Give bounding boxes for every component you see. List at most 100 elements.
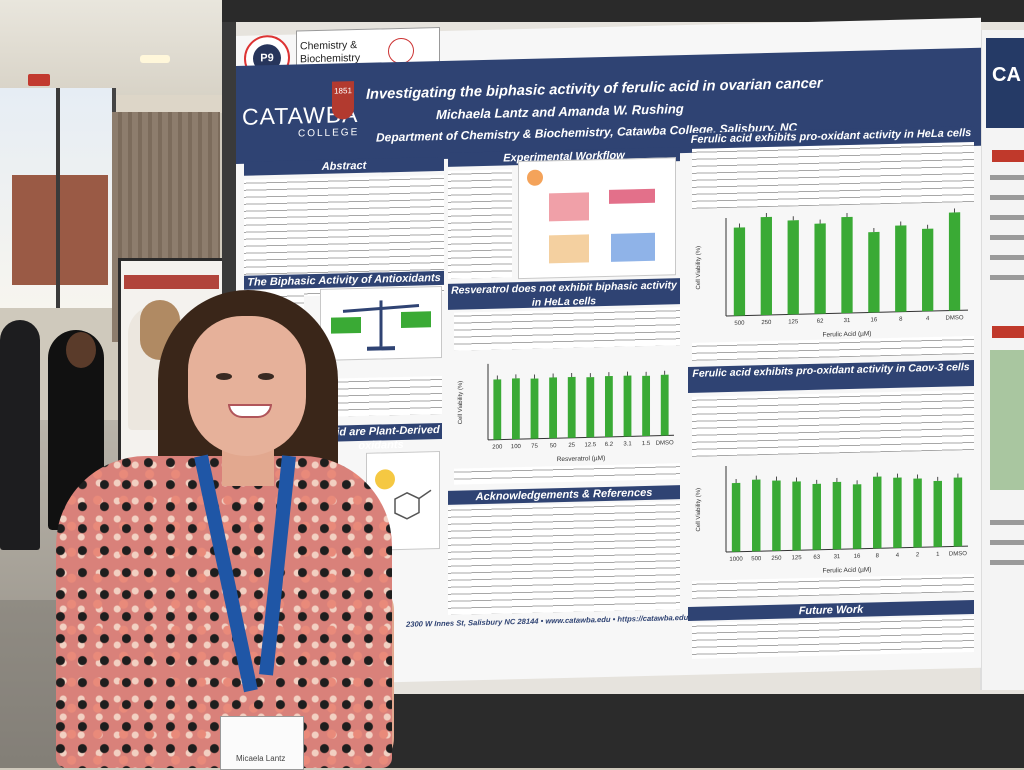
workflow-text — [448, 169, 512, 279]
x-tick-label: 31 — [834, 554, 841, 560]
x-tick-label: 250 — [761, 320, 772, 326]
poster-authors: Michaela Lantz and Amanda W. Rushing — [436, 101, 684, 123]
chart-bar — [792, 481, 801, 551]
resveratrol-text — [454, 307, 680, 351]
x-tick-label: 1000 — [729, 557, 743, 563]
y-axis-label: Cell Viability (%) — [696, 246, 702, 290]
y-axis-label: Cell Viability (%) — [696, 488, 702, 532]
chart-bar — [893, 477, 902, 548]
chart-bar — [841, 216, 853, 314]
chart-bar — [660, 374, 669, 436]
x-tick-label: 500 — [751, 556, 762, 562]
ferulic-acid-structure-icon — [375, 469, 432, 520]
chart-bar — [493, 379, 502, 440]
x-tick-label: 2 — [916, 552, 920, 558]
molecule-diagram — [366, 451, 440, 551]
chart-bar — [895, 225, 907, 312]
chart-bar — [953, 477, 963, 547]
presenter-face — [188, 316, 306, 456]
chart-bar — [832, 481, 842, 550]
neighbor-poster-map — [990, 350, 1024, 490]
chart-bar — [752, 479, 761, 552]
brick-building — [12, 175, 108, 285]
research-poster: P9 Chemistry & Biochemistry CATAWBA COLL… — [236, 17, 981, 686]
window-frame — [56, 88, 60, 308]
x-tick-label: 8 — [876, 553, 880, 559]
neighbor-poster-text — [990, 520, 1024, 525]
resveratrol-caption — [454, 463, 680, 485]
background-person — [0, 320, 40, 550]
x-tick-label: 25 — [568, 443, 575, 449]
neighbor-poster-text — [990, 540, 1024, 545]
x-tick-label: 4 — [896, 553, 900, 559]
x-tick-label: 16 — [854, 554, 861, 560]
neighbor-poster-text — [990, 275, 1024, 280]
neighbor-poster-text — [990, 255, 1024, 260]
chart-bar — [586, 377, 595, 438]
chart-bar — [913, 478, 922, 548]
poster-title: Investigating the biphasic activity of f… — [366, 75, 823, 103]
neighbor-poster-text — [990, 560, 1024, 565]
x-tick-label: 12.5 — [584, 442, 596, 448]
back-wall — [112, 95, 242, 113]
chart-bar — [642, 375, 651, 437]
acknowledgements-text — [448, 501, 680, 615]
x-tick-label: 200 — [492, 444, 503, 450]
chart-bar — [852, 484, 862, 549]
chart-bar — [787, 220, 799, 315]
x-tick-label: 125 — [788, 319, 799, 325]
college-shield-icon: 1851 — [332, 81, 354, 120]
section-plant-derived: Acid are Plant-Derived oxidants — [320, 422, 442, 452]
x-axis-label: Ferulic Acid (µM) — [823, 566, 872, 574]
neighbor-poster-text — [990, 175, 1024, 180]
x-tick-label: DMSO — [656, 440, 674, 446]
chart-bar — [733, 227, 746, 316]
presenter-eye — [258, 373, 274, 380]
x-tick-label: 62 — [817, 319, 824, 325]
ferulic-caov-text — [692, 389, 974, 457]
x-tick-label: 16 — [871, 317, 878, 323]
chart-bar — [567, 376, 576, 438]
exit-sign — [28, 74, 50, 86]
x-tick-label: 3.1 — [623, 441, 632, 447]
presenter-eye — [216, 373, 232, 380]
x-axis-label: Ferulic Acid (µM) — [823, 330, 872, 338]
ferulic-caov-chart: Cell Viability (%) 1000 500 250 125 63 31 16 8 4 2… — [696, 466, 968, 575]
x-tick-label: 4 — [926, 316, 930, 322]
presenter-floral-blouse — [56, 456, 392, 768]
x-tick-label: DMSO — [946, 315, 964, 321]
chart-bar — [760, 216, 772, 316]
chart-bar — [933, 480, 942, 547]
x-tick-label: 75 — [531, 444, 538, 450]
x-tick-label: 8 — [899, 317, 903, 323]
chart-bar — [530, 378, 539, 439]
y-axis-label: Cell Viability (%) — [458, 381, 464, 425]
resveratrol-chart: Cell Viability (%) 200 100 75 50 25 12.5 6.2 3.1… — [458, 363, 674, 463]
workflow-diagram — [518, 157, 676, 280]
section-resveratrol: Resveratrol does not exhibit biphasic ac… — [448, 278, 680, 310]
chart-bar — [873, 476, 882, 549]
neighbor-poster-text — [990, 195, 1024, 200]
x-tick-label: 31 — [844, 318, 851, 324]
chart-bar — [948, 212, 961, 311]
ferulic-hela-text — [692, 141, 974, 209]
chart-bar — [511, 378, 520, 440]
x-tick-label: 250 — [771, 556, 782, 562]
chart-bar — [604, 375, 613, 437]
x-axis-label: Resveratrol (µM) — [557, 455, 606, 463]
neighbor-poster-text — [990, 235, 1024, 240]
chart-bar — [731, 482, 741, 552]
x-tick-label: 100 — [511, 444, 522, 450]
ceiling-light — [140, 55, 170, 63]
x-tick-label: 1 — [936, 552, 940, 558]
chart-bar — [549, 377, 558, 439]
x-tick-label: 1.5 — [642, 441, 651, 447]
chart-bar — [772, 480, 781, 551]
neighbor-poster-header — [986, 38, 1024, 128]
section-ferulic-caov: Ferulic acid exhibits pro-oxidant activi… — [688, 359, 974, 393]
name-badge — [220, 716, 304, 770]
chart-bar — [922, 228, 934, 312]
future-work-text — [692, 615, 974, 659]
background-person-head — [66, 332, 96, 368]
neighbor-poster-section — [992, 150, 1024, 162]
